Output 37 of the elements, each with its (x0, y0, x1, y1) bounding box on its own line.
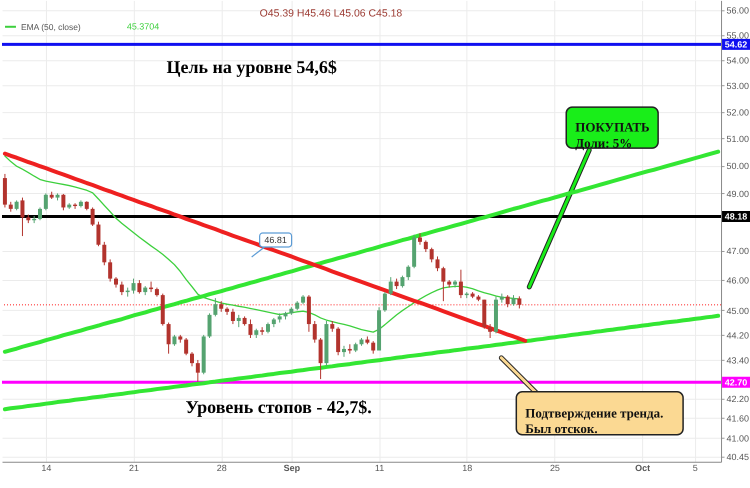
y-tick-label: 49.00 (726, 188, 749, 199)
y-tick-label: 47.00 (726, 246, 749, 256)
annotation: 45.3704 (126, 21, 160, 32)
y-tick-label: 51.00 (726, 134, 749, 144)
annotation: Цель на уровне 54,6$ (166, 57, 337, 78)
annotation: ПОКУПАТЬ Доли: 5% (575, 120, 650, 151)
y-tick-label: 43.40 (726, 355, 749, 366)
x-tick-label: 14 (41, 463, 52, 474)
legend-label: EMA (50, close) (20, 22, 81, 32)
text: O45.39 H45.46 L45.06 C45.18 (260, 8, 402, 20)
ref-line-label: 48.18 (724, 212, 748, 222)
y-tick-label: 42.20 (726, 394, 749, 404)
x-tick-label: 28 (216, 463, 227, 474)
y-tick-label: 55.00 (726, 30, 749, 40)
x-tick-label: 18 (462, 463, 472, 474)
annotation: Уровень стопов - 42,7$. (185, 396, 372, 417)
ref-line-label: 54.62 (724, 39, 748, 50)
y-tick-label: 44.20 (726, 330, 749, 340)
y-tick-label: 50.00 (726, 161, 749, 172)
y-tick-label: 56.00 (726, 6, 749, 16)
y-tick-label: 40.45 (726, 452, 749, 462)
annotation: 46.81 (264, 234, 287, 245)
y-tick-label: 52.00 (726, 107, 749, 118)
ref-line-label: 42.70 (724, 377, 748, 388)
x-tick-label: Oct (635, 463, 650, 474)
x-tick-label: 21 (129, 463, 140, 474)
y-tick-label: 41.00 (726, 434, 749, 444)
annotation: Подтверждение тренда. Был отскок. (525, 405, 664, 436)
y-tick-label: 53.00 (726, 81, 749, 92)
x-tick-label: 5 (692, 463, 698, 474)
y-tick-label: 41.60 (726, 414, 749, 424)
x-tick-label: Sep (284, 463, 301, 474)
y-tick-label: 54.00 (726, 56, 749, 66)
x-tick-label: 11 (374, 463, 384, 474)
y-tick-label: 45.00 (726, 306, 749, 316)
y-tick-label: 46.00 (726, 276, 749, 286)
x-tick-label: 25 (550, 463, 560, 474)
